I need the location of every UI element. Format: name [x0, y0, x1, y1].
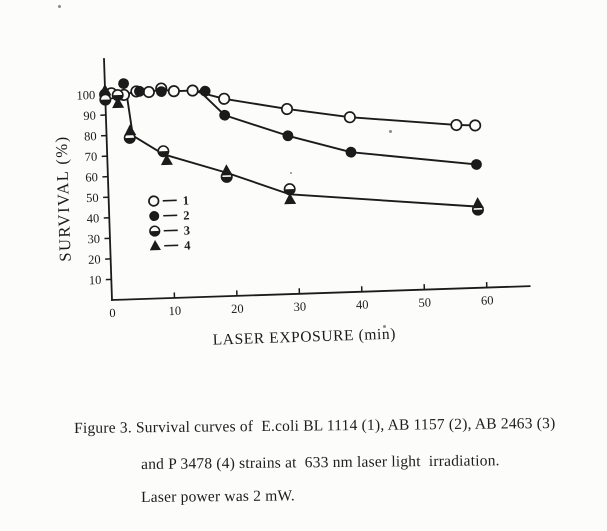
series-2-points [99, 78, 482, 170]
y-tick-label: 50 [86, 191, 99, 205]
scan-speck [389, 130, 392, 133]
x-tick-label: 0 [109, 306, 116, 320]
legend-entry-1: 1 [148, 193, 190, 208]
x-tick-label: 10 [168, 304, 181, 318]
x-tick-label: 40 [356, 298, 369, 312]
y-tick-label: 40 [87, 211, 100, 225]
scan-speck [383, 325, 386, 328]
x-tick-label: 60 [481, 293, 494, 307]
y-tick-label: 20 [88, 252, 101, 266]
y-tick-label: 90 [83, 109, 96, 123]
y-tick-label: 10 [89, 273, 102, 287]
y-axis-title: SURVIVAL (%) [52, 135, 75, 262]
legend-label: 1 [183, 193, 190, 207]
y-tick-label: 70 [85, 150, 98, 164]
legend-entry-2: 2 [149, 208, 190, 223]
y-tick-label: 30 [87, 232, 100, 246]
x-tick-label: 20 [231, 302, 244, 316]
x-axis-title: LASER EXPOSURE (min) [212, 326, 396, 349]
x-tick-label: 50 [418, 295, 431, 309]
legend-label: 4 [184, 238, 191, 252]
legend-entry-3: 3 [149, 223, 191, 238]
x-axis-ticks: 0 10 20 30 40 50 60 [109, 282, 494, 320]
y-axis-ticks: 10 20 30 40 50 60 70 80 90 100 [76, 88, 112, 287]
scan-speck [290, 172, 292, 174]
scan-speck [58, 5, 61, 8]
y-tick-label: 80 [84, 129, 97, 143]
legend-label: 2 [183, 208, 190, 222]
figure-caption-line-1: Figure 3. Survival curves of E.coli BL 1… [74, 414, 556, 437]
survival-chart: 10 20 30 40 50 60 70 80 90 100 0 10 20 30 40 50 60 SURVIV… [52, 58, 531, 349]
figure-caption-line-3: Laser power was 2 mW. [141, 487, 296, 506]
axes [103, 58, 531, 301]
series-4-points [99, 83, 484, 209]
x-tick-label: 30 [293, 300, 306, 314]
legend-label: 3 [184, 223, 191, 237]
y-tick-label: 100 [76, 88, 95, 103]
figure-caption-line-2: and P 3478 (4) strains at 633 nm laser l… [141, 452, 500, 473]
y-tick-label: 60 [85, 170, 98, 184]
curve-line-series-2 [198, 89, 477, 166]
legend-entry-4: 4 [149, 238, 191, 253]
